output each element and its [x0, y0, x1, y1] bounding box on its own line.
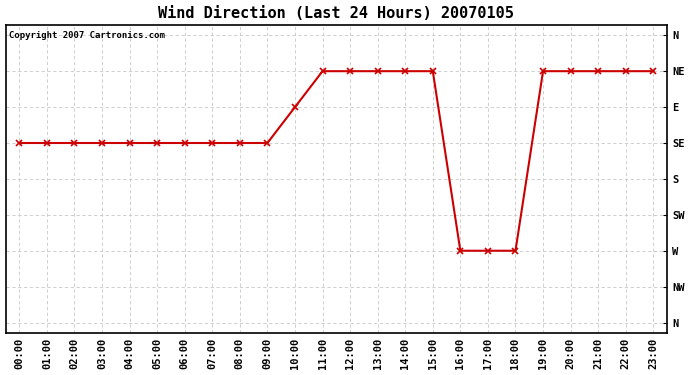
Title: Wind Direction (Last 24 Hours) 20070105: Wind Direction (Last 24 Hours) 20070105: [159, 6, 514, 21]
Text: Copyright 2007 Cartronics.com: Copyright 2007 Cartronics.com: [9, 31, 165, 40]
